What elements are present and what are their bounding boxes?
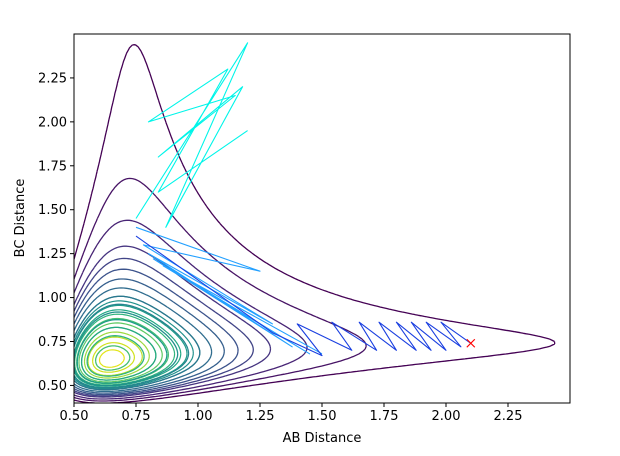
y-tick-label: 1.75 [38,159,67,174]
contour-line [98,349,125,368]
x-tick-label: 0.75 [122,409,151,424]
x-tick-label: 1.00 [184,409,213,424]
plot-background [74,34,570,403]
x-axis-ticks: 0.50 0.75 1.00 1.25 1.50 1.75 2.00 2.25 [60,403,523,424]
x-tick-label: 2.25 [494,409,523,424]
y-tick-label: 1.25 [38,247,67,262]
x-tick-label: 1.50 [308,409,337,424]
contour-line [86,335,145,377]
x-tick-label: 2.00 [432,409,461,424]
contour-line [74,311,179,387]
contour-line [74,295,201,391]
x-tick-label: 1.25 [246,409,275,424]
y-tick-label: 2.25 [38,71,67,86]
trajectory-segment [135,235,472,357]
contour-line [80,326,157,381]
trajectory-segment [135,226,323,355]
trajectory-lines [135,42,472,357]
y-tick-label: 0.75 [38,335,67,350]
contour-line [74,278,225,394]
y-axis-ticks: 0.50 0.75 1.00 1.25 1.50 1.75 2.00 2.25 [38,71,74,394]
x-axis-label: AB Distance [283,431,362,446]
contour-line [83,331,150,379]
contour-line [74,303,190,389]
contour-line [87,336,143,377]
y-axis-label: BC Distance [13,179,28,258]
contour-line [74,287,213,393]
y-tick-label: 1.00 [38,291,67,306]
x-tick-label: 1.75 [370,409,399,424]
x-tick-label: 0.50 [60,409,89,424]
y-tick-label: 2.00 [38,115,67,130]
contour-line [76,318,168,384]
end-point-marker [466,338,476,348]
contour-line [74,268,239,396]
y-tick-label: 1.50 [38,203,67,218]
contour-lines [74,44,556,403]
contour-line [94,345,131,371]
contour-line [74,44,556,403]
y-tick-label: 0.50 [38,379,67,394]
contour-line [78,322,163,383]
contour-line [74,313,176,386]
trajectory-segment [135,42,249,228]
contour-line [92,342,135,373]
contour-line [74,177,367,402]
end-marker-stroke [466,338,476,348]
contour-line [74,300,194,390]
